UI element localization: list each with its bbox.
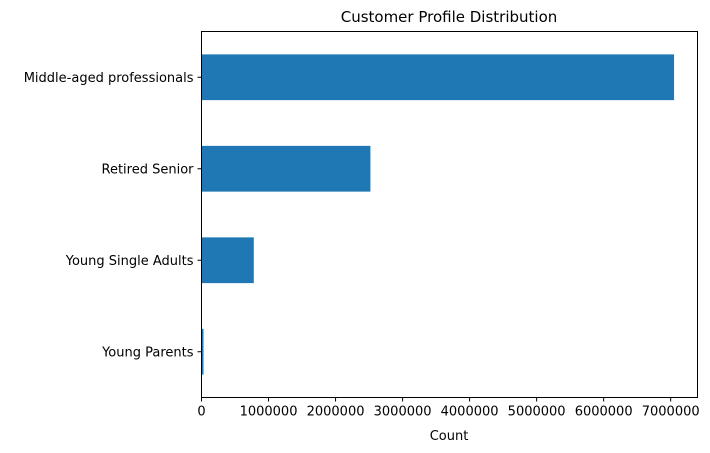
y-axis-ticks: Middle-aged professionals Retired Senior Y…: [24, 71, 202, 360]
chart-title: Customer Profile Distribution: [341, 8, 558, 26]
bar-middle-aged-professionals: [201, 54, 675, 101]
x-tick-label: 2000000: [307, 405, 365, 420]
bar-retired-senior: [201, 145, 371, 192]
y-tick-label: Young Parents: [101, 345, 194, 360]
x-tick-label: 5000000: [508, 405, 566, 420]
x-axis-label: Count: [430, 429, 469, 444]
bar-young-parents: [201, 328, 204, 375]
x-tick-label: 3000000: [374, 405, 432, 420]
bar-young-single-adults: [201, 237, 254, 284]
x-tick-label: 6000000: [575, 405, 633, 420]
y-tick-label: Middle-aged professionals: [24, 71, 194, 86]
x-tick-label: 1000000: [240, 405, 298, 420]
y-tick-label: Young Single Adults: [65, 254, 194, 269]
plot-frame: [201, 31, 698, 398]
x-tick-label: 4000000: [441, 405, 499, 420]
x-tick-label: 0: [197, 405, 205, 420]
x-tick-label: 7000000: [642, 405, 700, 420]
bars-layer: [201, 54, 675, 375]
x-axis-ticks: 0 1000000 2000000 3000000 4000000 5000000 6000…: [197, 397, 700, 420]
y-tick-label: Retired Senior: [102, 162, 195, 177]
